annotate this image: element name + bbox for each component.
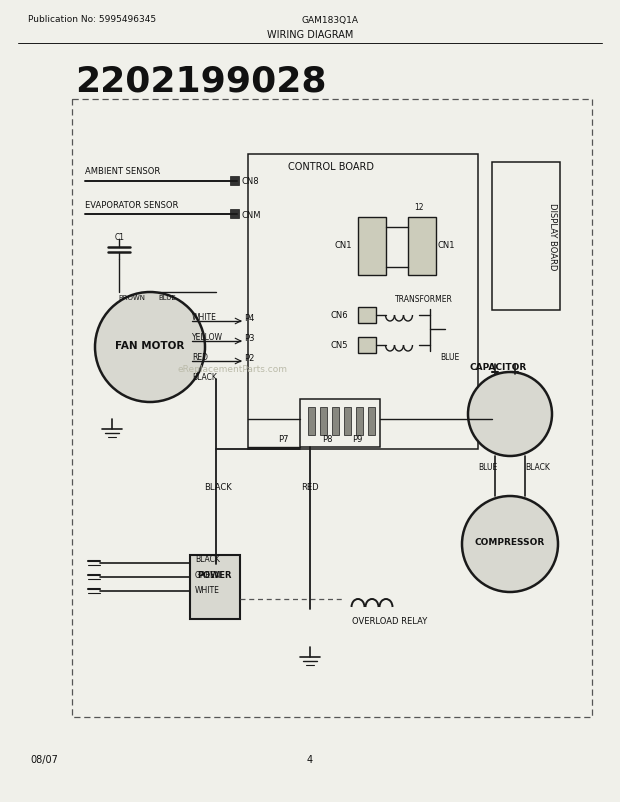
Bar bbox=[408, 217, 436, 276]
Bar bbox=[72, 100, 592, 717]
Text: TRANSFORMER: TRANSFORMER bbox=[395, 295, 453, 304]
Text: EVAPORATOR SENSOR: EVAPORATOR SENSOR bbox=[85, 200, 179, 209]
Text: CAPACITOR: CAPACITOR bbox=[470, 363, 527, 372]
Text: CN6: CN6 bbox=[330, 311, 348, 320]
Text: WHITE: WHITE bbox=[195, 585, 220, 595]
Text: P9: P9 bbox=[352, 435, 362, 444]
Text: P4: P4 bbox=[244, 314, 254, 323]
Bar bbox=[320, 407, 327, 435]
Circle shape bbox=[462, 496, 558, 592]
Text: P8: P8 bbox=[322, 435, 332, 444]
Bar bbox=[308, 407, 315, 435]
Text: C1: C1 bbox=[115, 233, 125, 242]
Text: 2202199028: 2202199028 bbox=[75, 65, 327, 99]
Text: BLACK: BLACK bbox=[192, 373, 217, 382]
Bar bbox=[356, 407, 363, 435]
Text: P2: P2 bbox=[244, 354, 254, 363]
Text: DISPLAY BOARD: DISPLAY BOARD bbox=[547, 203, 557, 270]
Text: P3: P3 bbox=[244, 334, 254, 343]
Text: BROWN: BROWN bbox=[118, 294, 145, 301]
Bar bbox=[344, 407, 351, 435]
Text: WIRING DIAGRAM: WIRING DIAGRAM bbox=[267, 30, 353, 40]
Circle shape bbox=[468, 373, 552, 456]
Text: CNM: CNM bbox=[241, 210, 260, 219]
Text: WHITE: WHITE bbox=[192, 313, 217, 322]
Text: CN1: CN1 bbox=[335, 241, 352, 249]
Bar bbox=[358, 338, 376, 354]
Text: BLACK: BLACK bbox=[204, 483, 232, 492]
Text: FAN MOTOR: FAN MOTOR bbox=[115, 341, 185, 350]
Bar bbox=[248, 155, 478, 449]
Text: BLUE: BLUE bbox=[478, 463, 497, 472]
Text: 4: 4 bbox=[307, 754, 313, 764]
Text: eReplacementParts.com: eReplacementParts.com bbox=[178, 365, 288, 374]
Text: CONTROL BOARD: CONTROL BOARD bbox=[288, 162, 374, 172]
Bar bbox=[358, 217, 386, 276]
Text: BLUE: BLUE bbox=[440, 353, 459, 362]
Bar bbox=[492, 163, 560, 310]
Bar bbox=[190, 555, 240, 619]
Text: RED: RED bbox=[301, 483, 319, 492]
Text: P7: P7 bbox=[278, 435, 288, 444]
Text: 08/07: 08/07 bbox=[30, 754, 58, 764]
Bar bbox=[230, 176, 239, 186]
Text: GREEN: GREEN bbox=[195, 571, 221, 580]
Text: COMPRESSOR: COMPRESSOR bbox=[475, 538, 545, 547]
Bar bbox=[368, 407, 375, 435]
Text: GAM183Q1A: GAM183Q1A bbox=[301, 15, 358, 25]
Text: Publication No: 5995496345: Publication No: 5995496345 bbox=[28, 15, 156, 25]
Text: BLACK: BLACK bbox=[525, 463, 550, 472]
Text: 12: 12 bbox=[414, 202, 423, 211]
Bar bbox=[358, 308, 376, 323]
Text: CN5: CN5 bbox=[330, 341, 348, 350]
Text: RED: RED bbox=[192, 353, 208, 362]
Bar bbox=[230, 210, 239, 219]
Text: AMBIENT SENSOR: AMBIENT SENSOR bbox=[85, 168, 160, 176]
Text: BLUE: BLUE bbox=[158, 294, 175, 301]
Bar bbox=[332, 407, 339, 435]
Bar bbox=[300, 399, 380, 448]
Text: CN8: CN8 bbox=[241, 177, 259, 186]
Circle shape bbox=[95, 293, 205, 403]
Text: YELLOW: YELLOW bbox=[192, 333, 223, 342]
Text: POWER: POWER bbox=[198, 571, 232, 580]
Text: OVERLOAD RELAY: OVERLOAD RELAY bbox=[352, 617, 428, 626]
Text: CN1: CN1 bbox=[438, 241, 456, 249]
Text: BLACK: BLACK bbox=[195, 555, 220, 564]
